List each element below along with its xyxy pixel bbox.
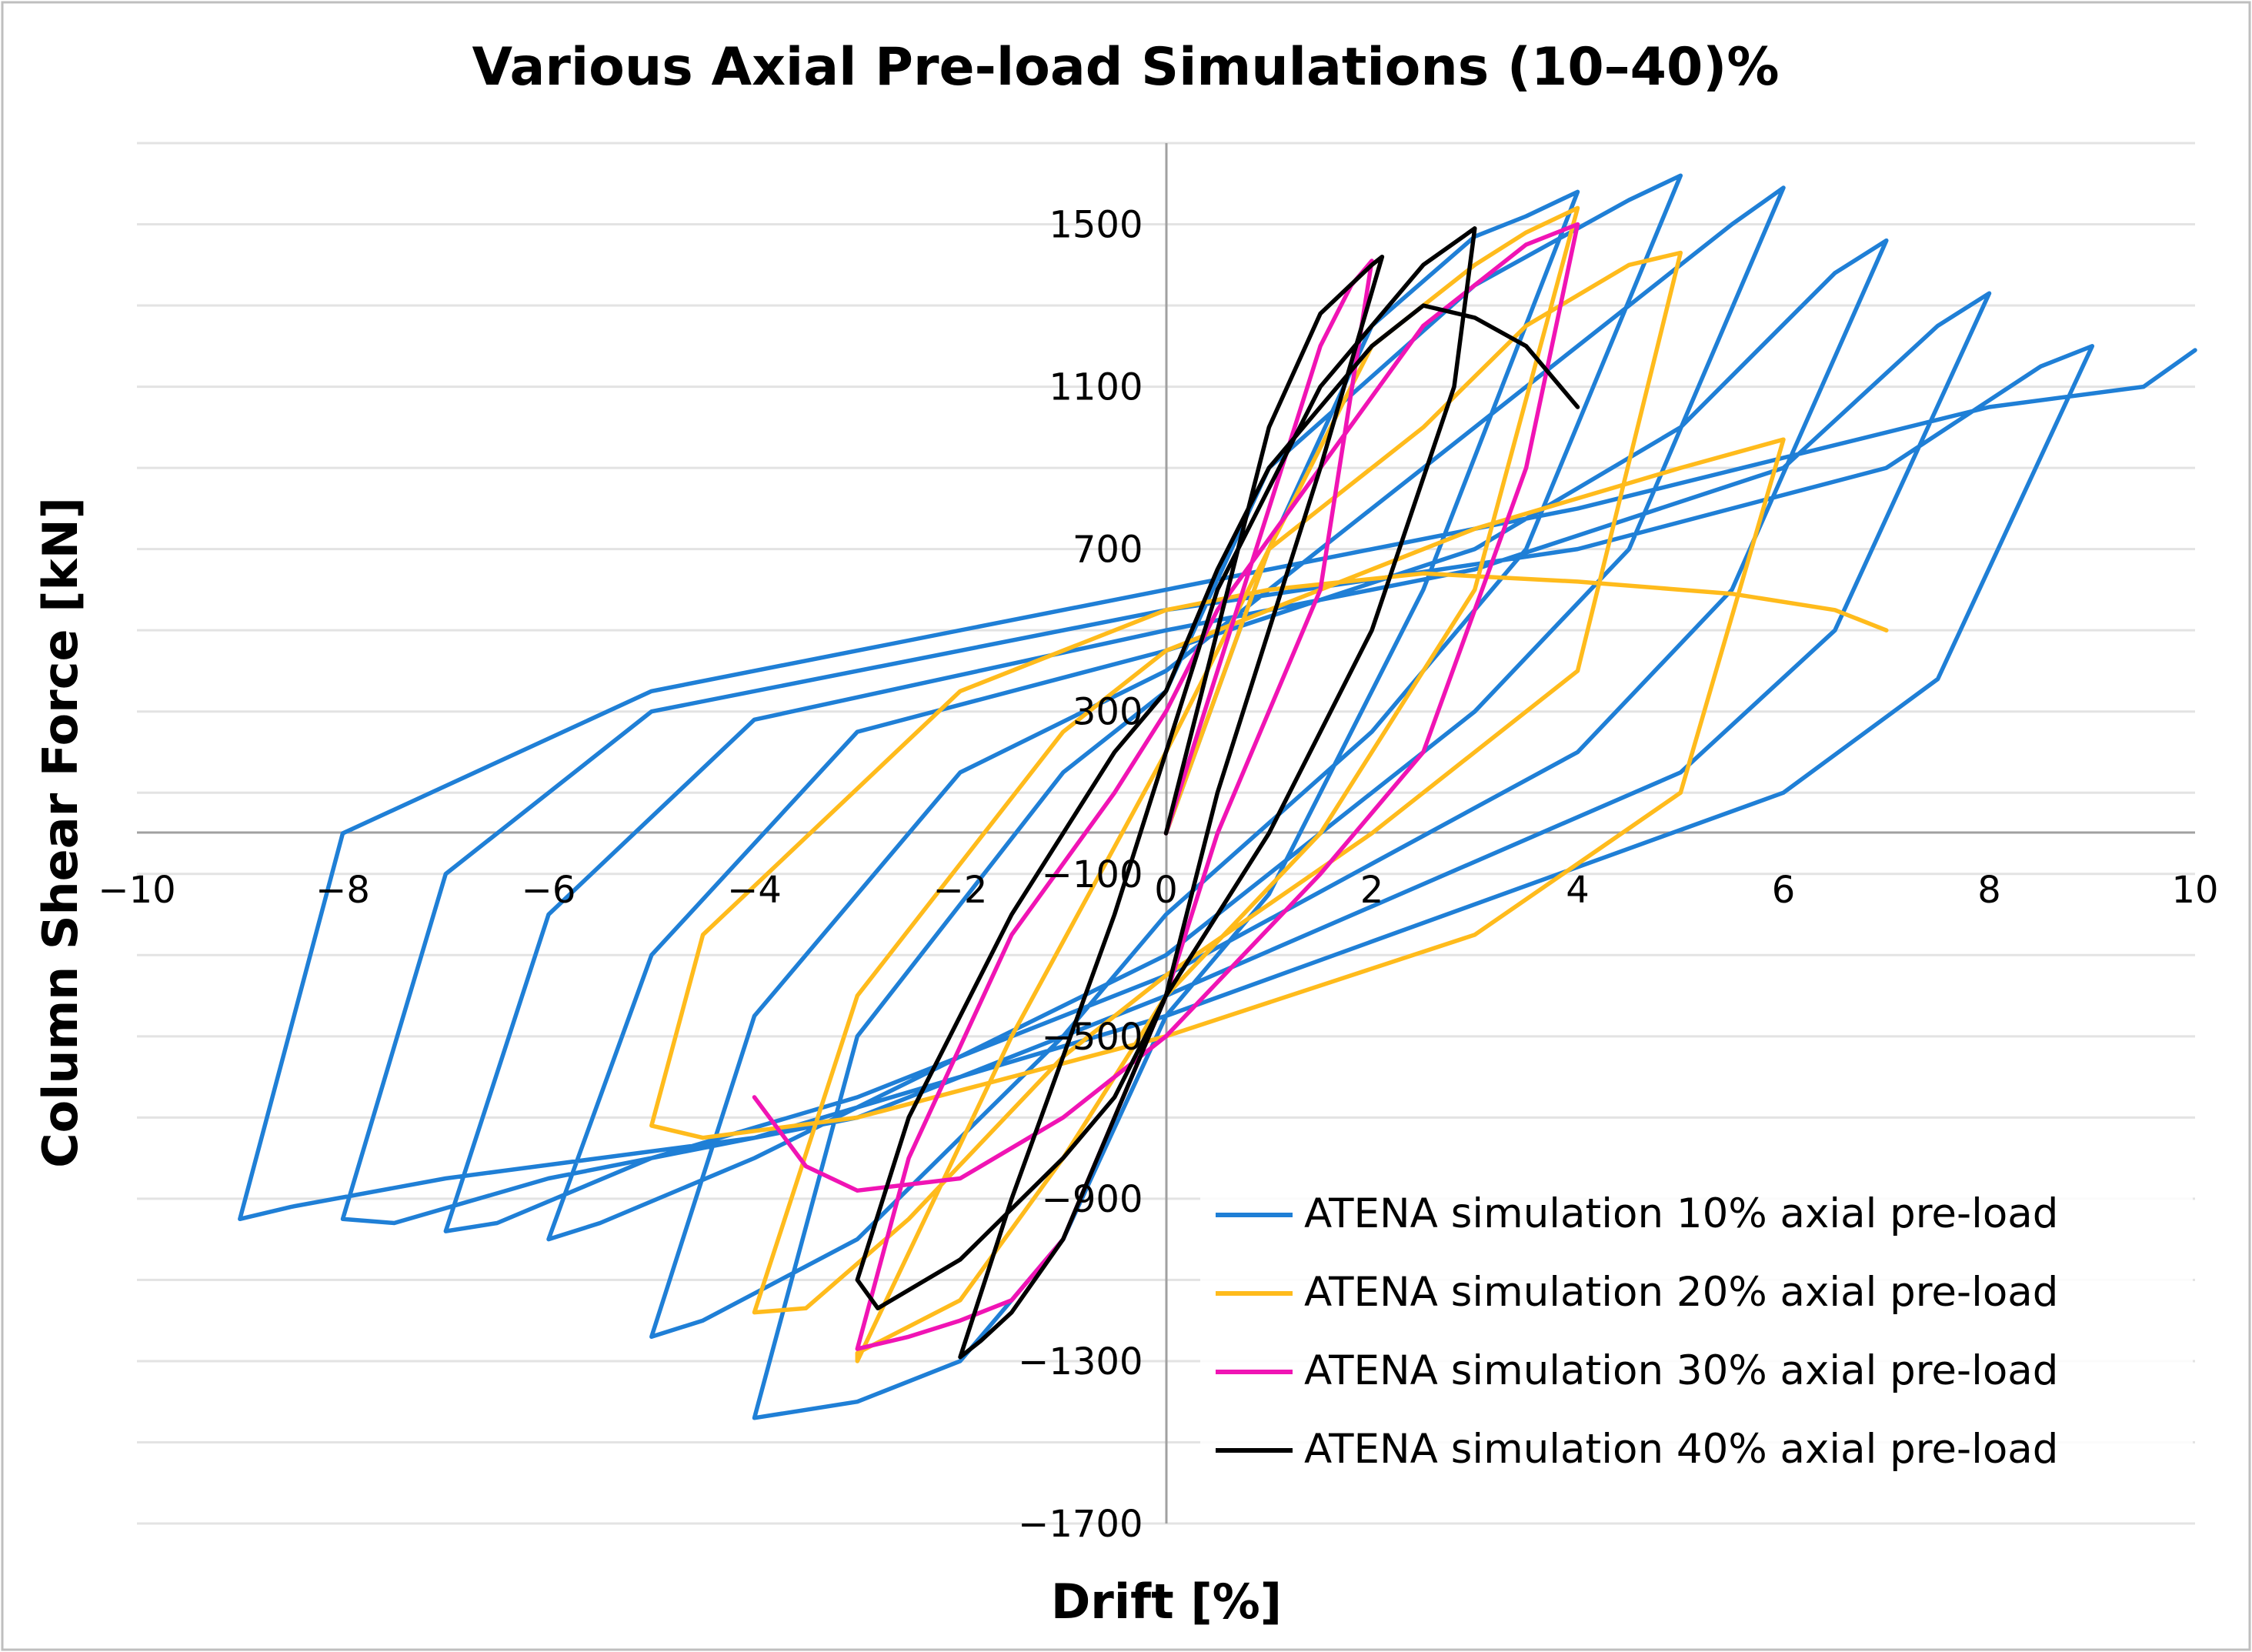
x-axis-title: Drift [%] — [1051, 1574, 1282, 1630]
x-tick-label: −2 — [933, 869, 988, 912]
legend-background — [1200, 1180, 2193, 1509]
x-tick-label: 0 — [1154, 869, 1178, 912]
series-line-2 — [649, 205, 1889, 1363]
y-tick-label: 700 — [1073, 529, 1143, 572]
x-tick-label: 8 — [1977, 869, 2001, 912]
y-tick-label: 300 — [1073, 691, 1143, 734]
y-tick-label: −100 — [1042, 853, 1143, 896]
series-line-1 — [238, 173, 2197, 1420]
tick-labels: −10 −8 −6 −4 −2 0 2 4 6 8 10 1500 1100 700 300 −100 −500… — [98, 204, 2218, 1546]
legend: ATENA simulation 10% axial pre-load ATENA… — [1200, 1180, 2193, 1509]
y-axis-title: Column Shear Force [kN] — [32, 497, 88, 1168]
x-tick-label: −8 — [315, 869, 370, 912]
legend-label: ATENA simulation 30% axial pre-load — [1304, 1347, 2058, 1394]
series-line-3 — [752, 222, 1580, 1351]
y-tick-label: −900 — [1042, 1178, 1143, 1221]
chart-title: Various Axial Pre-load Simulations (10–4… — [472, 37, 1780, 98]
y-tick-label: 1500 — [1049, 204, 1143, 247]
y-tick-label: −500 — [1042, 1016, 1143, 1059]
y-tick-label: −1300 — [1018, 1340, 1143, 1383]
x-tick-label: 6 — [1772, 869, 1796, 912]
y-tick-label: 1100 — [1049, 366, 1143, 409]
series-lines — [238, 173, 2197, 1420]
series-line-4 — [855, 226, 1580, 1360]
x-tick-label: −6 — [522, 869, 576, 912]
legend-label: ATENA simulation 20% axial pre-load — [1304, 1269, 2058, 1316]
x-tick-label: −4 — [727, 869, 782, 912]
y-tick-label: −1700 — [1018, 1503, 1143, 1546]
x-tick-label: 2 — [1360, 869, 1384, 912]
x-tick-label: 10 — [2171, 869, 2218, 912]
legend-label: ATENA simulation 40% axial pre-load — [1304, 1426, 2058, 1473]
x-tick-label: −10 — [98, 869, 175, 912]
legend-label: ATENA simulation 10% axial pre-load — [1304, 1190, 2058, 1237]
x-tick-label: 4 — [1566, 869, 1590, 912]
